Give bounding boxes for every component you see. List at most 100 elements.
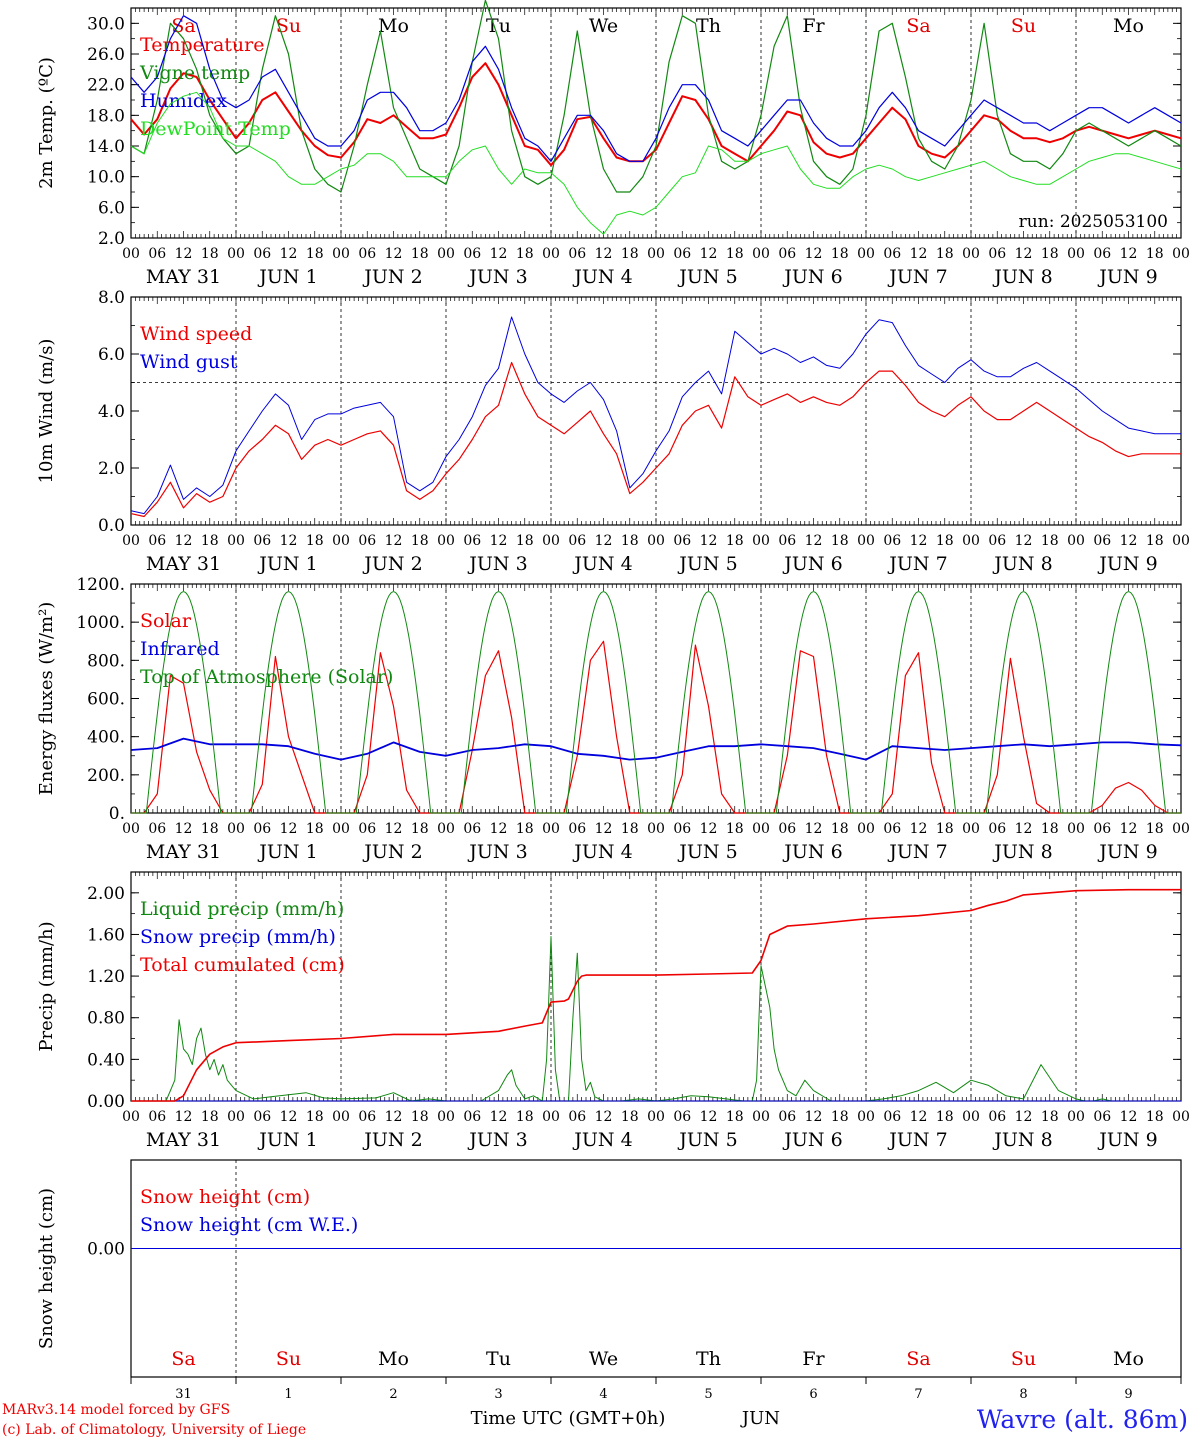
hour-tick-label: 18: [831, 246, 849, 262]
hour-tick-label: 00: [647, 246, 665, 262]
day-label: JUN 5: [677, 841, 737, 863]
legend-entry: Solar: [140, 610, 192, 632]
day-label: MAY 31: [146, 266, 221, 288]
weekday-label: Mo: [378, 1348, 409, 1370]
hour-tick-label: 12: [1015, 246, 1033, 262]
y-tick-label: 14.0: [87, 137, 125, 157]
hour-tick-label: 00: [962, 821, 980, 837]
legend-entry: Infrared: [140, 638, 220, 660]
hour-tick-label: 12: [805, 533, 823, 549]
hour-tick-label: 18: [936, 246, 954, 262]
series-line-temperature-2: [130, 15, 1182, 162]
y-tick-label: 1.60: [87, 925, 125, 945]
hour-tick-label: 12: [910, 246, 928, 262]
y-tick-label: 6.0: [98, 198, 125, 218]
day-number-label: 8: [1019, 1387, 1027, 1402]
hour-tick-label: 06: [988, 1109, 1006, 1125]
hour-tick-label: 18: [621, 533, 639, 549]
legend-entry: Snow precip (mm/h): [140, 926, 336, 948]
hour-tick-label: 00: [1172, 1109, 1190, 1125]
hour-tick-label: 06: [778, 533, 796, 549]
hour-tick-label: 06: [673, 1109, 691, 1125]
day-label: JUN 8: [992, 841, 1052, 863]
hour-tick-label: 12: [490, 1109, 508, 1125]
weekday-label: Tu: [486, 1348, 511, 1370]
weekday-label: Su: [276, 15, 301, 37]
month-label: JUN: [740, 1408, 780, 1429]
hour-tick-label: 18: [621, 246, 639, 262]
legend-entry: Liquid precip (mm/h): [140, 898, 344, 920]
y-tick-label: 10.0: [87, 168, 125, 188]
day-label: JUN 9: [1097, 266, 1157, 288]
hour-tick-label: 12: [280, 246, 298, 262]
hour-tick-label: 18: [936, 821, 954, 837]
hour-tick-label: 12: [1120, 533, 1138, 549]
hour-tick-label: 18: [726, 246, 744, 262]
legend-entry: Top of Atmosphere (Solar): [140, 666, 393, 688]
hour-tick-label: 00: [542, 246, 560, 262]
hour-tick-label: 12: [595, 246, 613, 262]
hour-tick-label: 06: [358, 533, 376, 549]
hour-tick-label: 18: [1041, 246, 1059, 262]
hour-tick-label: 12: [700, 533, 718, 549]
weekday-label: We: [589, 1348, 618, 1370]
hour-tick-label: 00: [647, 821, 665, 837]
series-line-precip-2: [131, 888, 1181, 1102]
y-tick-label: 4.0: [98, 402, 125, 422]
day-label: JUN 2: [362, 841, 422, 863]
hour-tick-label: 06: [358, 821, 376, 837]
day-label: JUN 3: [467, 266, 527, 288]
hour-tick-label: 06: [463, 246, 481, 262]
day-label: JUN 4: [572, 266, 632, 288]
day-number-label: 4: [599, 1387, 607, 1402]
hour-tick-label: 12: [700, 821, 718, 837]
run-label: run: 2025053100: [1019, 212, 1168, 232]
hour-tick-label: 18: [411, 1109, 429, 1125]
y-tick-label: 1200.: [76, 575, 125, 595]
hour-tick-label: 00: [752, 1109, 770, 1125]
hour-tick-label: 12: [805, 821, 823, 837]
hour-tick-label: 00: [962, 1109, 980, 1125]
hour-tick-label: 12: [280, 821, 298, 837]
hour-tick-label: 00: [962, 246, 980, 262]
weekday-label: Fr: [802, 15, 825, 37]
hour-tick-label: 00: [332, 1109, 350, 1125]
y-tick-label: 18.0: [87, 106, 125, 126]
hour-tick-label: 00: [1067, 1109, 1085, 1125]
hour-tick-label: 12: [1015, 821, 1033, 837]
day-label: MAY 31: [146, 553, 221, 575]
day-label: JUN 2: [362, 266, 422, 288]
hour-tick-label: 06: [778, 246, 796, 262]
hour-tick-label: 18: [201, 1109, 219, 1125]
weekday-label: We: [589, 15, 618, 37]
day-label: JUN 9: [1097, 553, 1157, 575]
day-number-label: 9: [1124, 1387, 1132, 1402]
hour-tick-label: 18: [201, 246, 219, 262]
hour-tick-label: 12: [700, 1109, 718, 1125]
hour-tick-label: 06: [148, 246, 166, 262]
day-number-label: 1: [284, 1387, 292, 1402]
hour-tick-label: 00: [1172, 533, 1190, 549]
hour-tick-label: 00: [122, 533, 140, 549]
day-label: JUN 6: [782, 841, 842, 863]
hour-tick-label: 00: [1172, 821, 1190, 837]
y-tick-label: 0.40: [87, 1050, 125, 1070]
hour-tick-label: 00: [962, 533, 980, 549]
weekday-label: Th: [696, 15, 721, 37]
day-label: JUN 1: [257, 841, 317, 863]
y-axis-label: Snow height (cm): [36, 1188, 57, 1349]
day-label: JUN 3: [467, 841, 527, 863]
hour-tick-label: 00: [227, 821, 245, 837]
hour-tick-label: 00: [122, 1109, 140, 1125]
hour-tick-label: 12: [385, 1109, 403, 1125]
hour-tick-label: 06: [673, 533, 691, 549]
hour-tick-label: 06: [463, 533, 481, 549]
day-number-label: 3: [494, 1387, 502, 1402]
hour-tick-label: 06: [883, 821, 901, 837]
hour-tick-label: 18: [1146, 246, 1164, 262]
panel-precip: 0.00 0.40 0.80 1.20 1.60 2.00 Precip (mm/h) 00 0…: [36, 871, 1190, 1151]
day-label: JUN 4: [572, 553, 632, 575]
y-tick-label: 200.: [87, 766, 125, 786]
hour-tick-label: 06: [358, 1109, 376, 1125]
y-axis-label: Energy fluxes (W/m²): [36, 602, 57, 796]
